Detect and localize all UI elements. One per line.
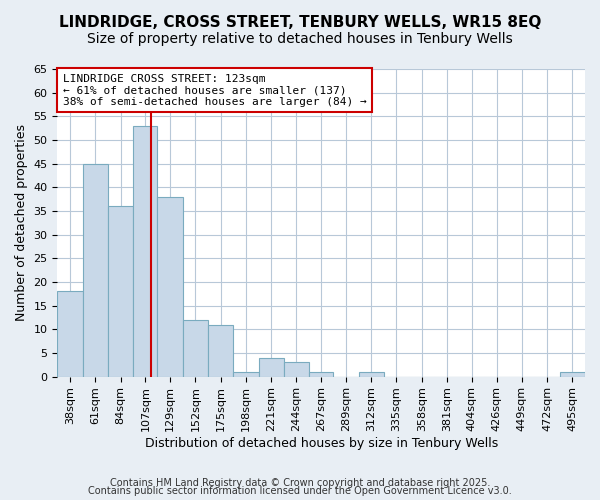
Text: Contains HM Land Registry data © Crown copyright and database right 2025.: Contains HM Land Registry data © Crown c… bbox=[110, 478, 490, 488]
Y-axis label: Number of detached properties: Number of detached properties bbox=[15, 124, 28, 322]
Text: Contains public sector information licensed under the Open Government Licence v3: Contains public sector information licen… bbox=[88, 486, 512, 496]
Bar bbox=[284, 362, 309, 376]
Bar bbox=[233, 372, 259, 376]
Bar bbox=[208, 324, 233, 376]
Bar bbox=[108, 206, 133, 376]
Bar bbox=[58, 292, 83, 376]
Bar bbox=[83, 164, 108, 376]
Bar bbox=[560, 372, 585, 376]
Text: LINDRIDGE, CROSS STREET, TENBURY WELLS, WR15 8EQ: LINDRIDGE, CROSS STREET, TENBURY WELLS, … bbox=[59, 15, 541, 30]
X-axis label: Distribution of detached houses by size in Tenbury Wells: Distribution of detached houses by size … bbox=[145, 437, 498, 450]
Bar bbox=[309, 372, 333, 376]
Bar bbox=[133, 126, 157, 376]
Bar bbox=[183, 320, 208, 376]
Text: Size of property relative to detached houses in Tenbury Wells: Size of property relative to detached ho… bbox=[87, 32, 513, 46]
Bar bbox=[359, 372, 384, 376]
Bar bbox=[259, 358, 284, 376]
Bar bbox=[157, 197, 183, 376]
Text: LINDRIDGE CROSS STREET: 123sqm
← 61% of detached houses are smaller (137)
38% of: LINDRIDGE CROSS STREET: 123sqm ← 61% of … bbox=[62, 74, 367, 107]
